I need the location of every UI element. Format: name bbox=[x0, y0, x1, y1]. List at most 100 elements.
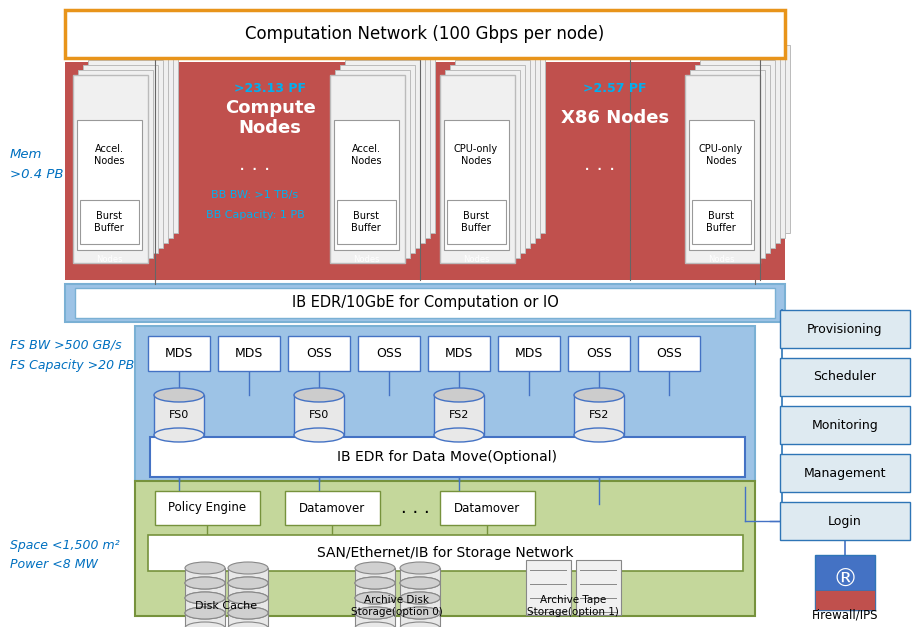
Bar bbox=[360, 45, 435, 233]
Bar bbox=[400, 583, 440, 598]
Bar bbox=[440, 491, 535, 525]
Text: FS BW >500 GB/s: FS BW >500 GB/s bbox=[10, 339, 121, 352]
Text: Scheduler: Scheduler bbox=[813, 371, 877, 384]
Bar bbox=[345, 60, 420, 248]
Text: >0.4 PB: >0.4 PB bbox=[10, 169, 63, 181]
Text: FS0: FS0 bbox=[169, 410, 189, 420]
Bar bbox=[148, 535, 743, 571]
Bar bbox=[135, 481, 755, 616]
Bar bbox=[692, 200, 751, 244]
Ellipse shape bbox=[228, 622, 268, 627]
Bar bbox=[715, 45, 790, 233]
Bar bbox=[434, 395, 484, 435]
Bar bbox=[689, 120, 754, 250]
Bar bbox=[780, 502, 910, 540]
Bar bbox=[447, 200, 506, 244]
Text: Provisioning: Provisioning bbox=[807, 322, 883, 335]
Ellipse shape bbox=[228, 607, 268, 619]
Bar bbox=[330, 75, 405, 263]
Bar bbox=[185, 583, 225, 598]
Ellipse shape bbox=[154, 388, 204, 402]
Bar bbox=[815, 590, 875, 610]
Bar bbox=[148, 336, 210, 371]
Bar bbox=[780, 406, 910, 444]
Text: SAN/Ethernet/IB for Storage Network: SAN/Ethernet/IB for Storage Network bbox=[317, 546, 573, 560]
Bar bbox=[444, 120, 509, 250]
Bar bbox=[355, 598, 395, 613]
Text: Archive Disk
Storage(option 0): Archive Disk Storage(option 0) bbox=[351, 595, 443, 617]
Text: Login: Login bbox=[828, 515, 862, 527]
Bar bbox=[155, 491, 260, 525]
Ellipse shape bbox=[355, 562, 395, 574]
Text: Monitoring: Monitoring bbox=[811, 418, 879, 431]
Ellipse shape bbox=[154, 428, 204, 442]
Ellipse shape bbox=[355, 622, 395, 627]
Bar bbox=[185, 613, 225, 627]
Text: Archive Tape
Storage(option 1): Archive Tape Storage(option 1) bbox=[528, 595, 618, 617]
Bar bbox=[65, 62, 785, 280]
Text: OSS: OSS bbox=[656, 347, 682, 360]
Ellipse shape bbox=[355, 607, 395, 619]
Bar bbox=[428, 336, 490, 371]
Ellipse shape bbox=[185, 592, 225, 604]
Ellipse shape bbox=[228, 577, 268, 589]
Text: MDS: MDS bbox=[235, 347, 263, 360]
Bar bbox=[83, 65, 158, 253]
Bar bbox=[218, 336, 280, 371]
Bar bbox=[285, 491, 380, 525]
Bar bbox=[350, 55, 425, 243]
Ellipse shape bbox=[185, 577, 225, 589]
Bar bbox=[440, 75, 515, 263]
Text: . . .: . . . bbox=[584, 155, 616, 174]
Bar bbox=[400, 598, 440, 613]
Text: Burst
Buffer: Burst Buffer bbox=[94, 211, 124, 233]
Text: Policy Engine: Policy Engine bbox=[168, 502, 246, 515]
Text: IB EDR/10GbE for Computation or IO: IB EDR/10GbE for Computation or IO bbox=[291, 295, 559, 310]
Ellipse shape bbox=[228, 592, 268, 604]
Bar bbox=[98, 50, 173, 238]
Bar bbox=[358, 336, 420, 371]
Bar bbox=[780, 310, 910, 348]
Ellipse shape bbox=[400, 607, 440, 619]
Bar bbox=[65, 284, 785, 322]
Bar bbox=[355, 568, 395, 583]
Bar bbox=[460, 55, 535, 243]
Ellipse shape bbox=[434, 388, 484, 402]
Ellipse shape bbox=[185, 607, 225, 619]
Bar bbox=[568, 336, 630, 371]
Ellipse shape bbox=[185, 622, 225, 627]
Bar bbox=[80, 200, 139, 244]
Text: CPU-only
Nodes: CPU-only Nodes bbox=[454, 144, 498, 166]
Text: Accel.
Nodes: Accel. Nodes bbox=[351, 144, 381, 166]
Text: >23.13 PF: >23.13 PF bbox=[234, 82, 306, 95]
Text: Burst
Buffer: Burst Buffer bbox=[706, 211, 736, 233]
Bar bbox=[400, 613, 440, 627]
Ellipse shape bbox=[355, 577, 395, 589]
Bar bbox=[576, 560, 621, 615]
Ellipse shape bbox=[185, 577, 225, 589]
Ellipse shape bbox=[228, 607, 268, 619]
Text: Management: Management bbox=[804, 466, 886, 480]
Bar bbox=[355, 613, 395, 627]
Text: Burst
Buffer: Burst Buffer bbox=[461, 211, 491, 233]
Bar bbox=[335, 70, 410, 258]
Bar bbox=[185, 568, 225, 583]
Ellipse shape bbox=[294, 388, 344, 402]
Text: Burst
Buffer: Burst Buffer bbox=[351, 211, 380, 233]
Text: Disk Cache: Disk Cache bbox=[195, 601, 257, 611]
Text: Nodes: Nodes bbox=[463, 255, 489, 265]
Text: BB BW: >1 TB/s: BB BW: >1 TB/s bbox=[211, 190, 299, 200]
Text: OSS: OSS bbox=[376, 347, 402, 360]
Bar bbox=[288, 336, 350, 371]
Bar bbox=[88, 60, 163, 248]
Ellipse shape bbox=[400, 622, 440, 627]
Text: MDS: MDS bbox=[515, 347, 543, 360]
Bar bbox=[334, 120, 399, 250]
Text: Nodes: Nodes bbox=[96, 255, 122, 265]
Text: . . .: . . . bbox=[239, 155, 270, 174]
Bar bbox=[228, 598, 268, 613]
Ellipse shape bbox=[400, 577, 440, 589]
Ellipse shape bbox=[434, 428, 484, 442]
Bar bbox=[690, 70, 765, 258]
Text: OSS: OSS bbox=[586, 347, 612, 360]
